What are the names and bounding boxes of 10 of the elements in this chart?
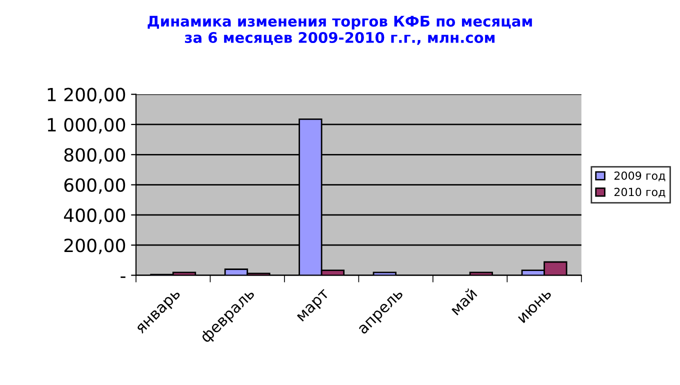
y-tick-label: 800,00 <box>64 148 126 164</box>
y-tick-label: - <box>120 276 126 278</box>
legend-label: 2009 год <box>614 171 666 182</box>
y-tick-label: 1 200,00 <box>48 88 126 104</box>
legend-label: 2010 год <box>614 188 666 198</box>
y-tick-label: 400,00 <box>64 208 126 224</box>
chart-title: Динамика изменения торгов КФБ по месяцам за 6 месяцев 2009-2010 г.г., млн.сом <box>148 16 532 45</box>
y-tick-label: 600,00 <box>64 178 126 194</box>
y-tick-label: 1 000,00 <box>48 118 126 134</box>
y-tick-label: 200,00 <box>64 238 126 254</box>
